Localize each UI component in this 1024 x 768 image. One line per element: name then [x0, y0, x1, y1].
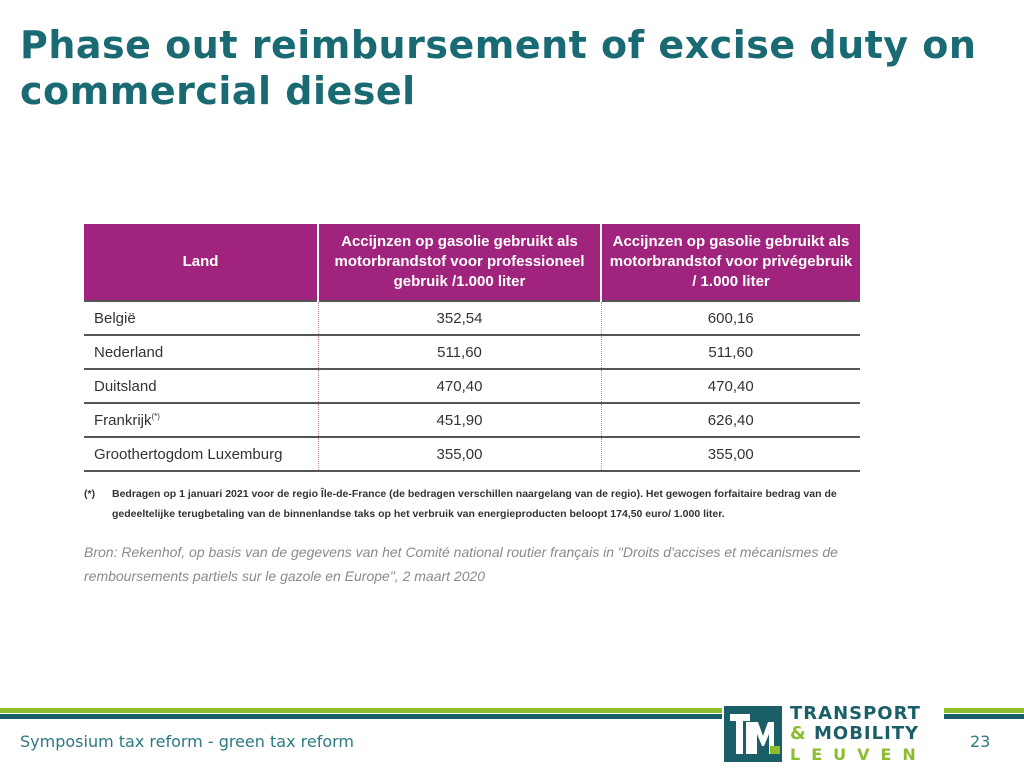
private-value-cell: 511,60 — [600, 335, 860, 370]
professional-value-cell: 355,00 — [317, 437, 601, 472]
country-name: Frankrijk — [94, 411, 152, 429]
private-value-cell: 355,00 — [600, 437, 860, 472]
country-name: België — [94, 309, 136, 327]
footnote-mark: (*) — [84, 488, 96, 500]
excise-table-figure: Land Accijnzen op gasolie gebruikt als m… — [84, 224, 860, 588]
table-header-row: Land Accijnzen op gasolie gebruikt als m… — [84, 224, 860, 301]
logo-line-transport: TRANSPORT — [790, 703, 921, 724]
country-name: Duitsland — [94, 377, 157, 395]
header-land: Land — [84, 224, 318, 301]
header-private-use: Accijnzen op gasolie gebruikt als motorb… — [600, 224, 860, 301]
table-footnote: (*) Bedragen op 1 januari 2021 voor de r… — [84, 484, 860, 524]
page-number: 23 — [970, 732, 991, 751]
table-row: Nederland 511,60 511,60 — [84, 335, 860, 370]
footnote-text: Bedragen op 1 januari 2021 voor de regio… — [112, 488, 837, 520]
professional-value-cell: 511,60 — [317, 335, 601, 370]
footer-text: Symposium tax reform - green tax reform — [20, 732, 355, 751]
footer-green-stripe — [0, 708, 722, 713]
private-value-cell: 470,40 — [600, 369, 860, 404]
table-row: Duitsland 470,40 470,40 — [84, 369, 860, 404]
table-row: Groothertogdom Luxemburg 355,00 355,00 — [84, 437, 860, 472]
header-professional-use: Accijnzen op gasolie gebruikt als motorb… — [317, 224, 601, 301]
logo-line-mobility: & MOBILITY — [790, 724, 944, 744]
country-cell: Duitsland — [84, 369, 318, 404]
logo-ampersand: & — [790, 723, 807, 744]
country-cell: Nederland — [84, 335, 318, 370]
footer-teal-stripe-right — [944, 714, 1024, 719]
footnote-marker: (*) — [151, 411, 160, 421]
footer-teal-stripe — [0, 714, 722, 719]
country-cell: Frankrijk(*) — [84, 403, 318, 438]
country-name: Nederland — [94, 343, 164, 361]
logo-mobility-word: MOBILITY — [813, 723, 920, 744]
table-row: België 352,54 600,16 — [84, 300, 860, 336]
excise-duty-table: Land Accijnzen op gasolie gebruikt als m… — [84, 224, 860, 472]
professional-value-cell: 470,40 — [317, 369, 601, 404]
country-cell: Groothertogdom Luxemburg — [84, 437, 318, 472]
professional-value-cell: 451,90 — [317, 403, 601, 438]
footer-green-stripe-right — [944, 708, 1024, 713]
private-value-cell: 600,16 — [600, 300, 860, 336]
logo-line-leuven: LEUVEN — [790, 745, 927, 764]
tml-logo-icon — [724, 706, 782, 762]
country-cell: België — [84, 300, 318, 336]
country-name: Groothertogdom Luxemburg — [94, 445, 283, 463]
table-row: Frankrijk(*) 451,90 626,40 — [84, 403, 860, 438]
source-note: Bron: Rekenhof, op basis van de gegevens… — [84, 544, 838, 584]
professional-value-cell: 352,54 — [317, 300, 601, 336]
slide-title: Phase out reimbursement of excise duty o… — [20, 23, 977, 113]
tml-logo-wordmark: TRANSPORT & MOBILITY LEUVEN — [790, 704, 944, 766]
tml-logo: TRANSPORT & MOBILITY LEUVEN — [722, 700, 944, 768]
private-value-cell: 626,40 — [600, 403, 860, 438]
